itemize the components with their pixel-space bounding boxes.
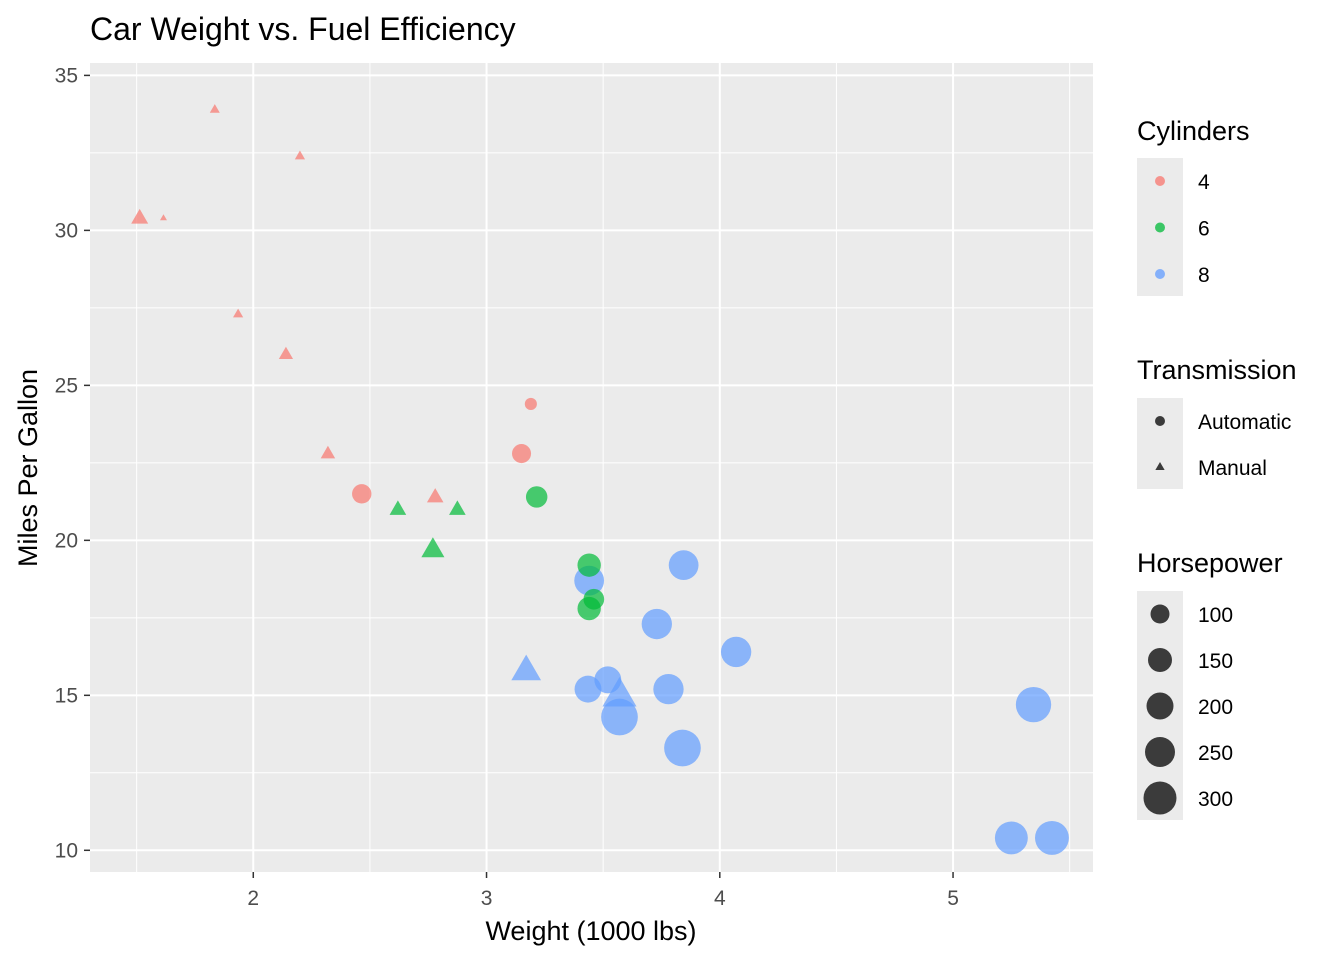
legend-transmission-key (1155, 416, 1165, 426)
data-point (602, 677, 637, 707)
data-point (720, 636, 752, 668)
x-axis: 2 3 4 5 (247, 872, 959, 910)
data-point (511, 444, 532, 464)
legend-transmission-title: Transmission (1137, 355, 1297, 385)
y-tick-label: 35 (55, 64, 78, 87)
y-tick-label: 15 (55, 684, 78, 707)
data-point (294, 150, 306, 160)
legend-horsepower-key (1150, 604, 1170, 624)
x-tick-label: 3 (481, 887, 493, 910)
legend-cylinders-label: 8 (1198, 264, 1210, 287)
data-point (511, 654, 542, 681)
x-axis-title: Weight (1000 lbs) (485, 916, 696, 946)
plot-panel (90, 63, 1093, 872)
data-point (641, 608, 672, 640)
legend-horsepower-key (1146, 692, 1174, 720)
data-point (233, 308, 244, 318)
legend-transmission-label: Automatic (1198, 411, 1291, 434)
data-point (389, 500, 407, 515)
data-point (320, 445, 336, 459)
y-tick-label: 30 (55, 219, 78, 242)
legend-transmission-label: Manual (1198, 457, 1267, 480)
legend-cylinders-label: 4 (1198, 171, 1210, 194)
legend-transmission: Transmission Automatic Manual (1137, 355, 1297, 489)
data-point (278, 346, 294, 360)
legend-cylinders-title: Cylinders (1137, 116, 1250, 146)
legend-cylinders-label: 6 (1198, 218, 1210, 241)
data-point (668, 550, 699, 581)
x-tick-label: 2 (247, 887, 259, 910)
minor-gridlines (90, 63, 1093, 872)
data-point (664, 729, 701, 767)
y-tick-label: 10 (55, 839, 78, 862)
legend-cylinders: Cylinders 4 6 8 (1137, 116, 1250, 296)
data-point (524, 397, 537, 411)
legend-horsepower-title: Horsepower (1137, 548, 1283, 578)
legend-horsepower-key (1148, 648, 1172, 672)
data-point (209, 104, 220, 113)
data-point (577, 553, 601, 577)
y-tick-label: 20 (55, 529, 78, 552)
data-point (994, 821, 1028, 855)
legend-horsepower-label: 150 (1198, 650, 1233, 673)
legend-transmission-keys-bg (1137, 398, 1183, 489)
data-point (352, 484, 372, 504)
legend-horsepower: Horsepower 100 150 200 250 300 (1137, 548, 1283, 820)
y-axis: 10 15 20 25 30 35 (55, 64, 90, 862)
chart-title: Car Weight vs. Fuel Efficiency (90, 11, 516, 47)
data-point (426, 488, 444, 503)
data-point (525, 486, 548, 508)
data-point (1015, 686, 1052, 723)
legend-cylinders-key (1155, 269, 1165, 279)
data-point (421, 537, 445, 558)
legend-cylinders-key (1155, 176, 1165, 186)
data-point (574, 675, 602, 703)
legend-transmission-key (1155, 462, 1165, 471)
data-point (601, 698, 638, 736)
legend-horsepower-label: 200 (1198, 696, 1233, 719)
legend-horsepower-label: 250 (1198, 742, 1233, 765)
legend-horsepower-key (1143, 781, 1177, 815)
x-tick-label: 4 (714, 887, 726, 910)
legend-horsepower-key (1145, 737, 1175, 767)
data-point (1034, 820, 1069, 855)
x-tick-label: 5 (947, 887, 959, 910)
data-point (449, 500, 466, 515)
y-tick-label: 25 (55, 374, 78, 397)
legend-cylinders-key (1155, 222, 1165, 233)
legend-horsepower-label: 300 (1198, 788, 1233, 811)
data-point (159, 214, 167, 221)
data-point (653, 673, 684, 705)
y-axis-title: Miles Per Gallon (13, 369, 43, 567)
data-point (577, 596, 601, 621)
major-gridlines (90, 63, 1093, 872)
legend-horsepower-label: 100 (1198, 604, 1233, 627)
data-point (131, 208, 149, 224)
data-points (131, 104, 1069, 855)
